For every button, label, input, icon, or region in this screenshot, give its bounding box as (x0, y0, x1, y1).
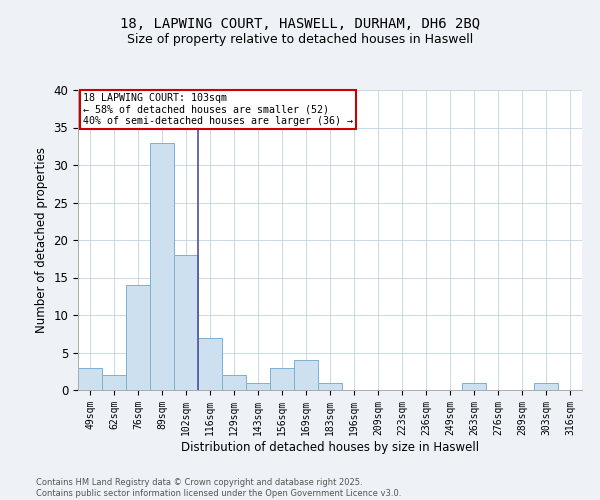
Bar (198, 338, 222, 390)
Bar (534, 382, 558, 390)
Bar (126, 285, 150, 390)
Bar (318, 382, 342, 390)
Bar (102, 375, 126, 390)
Text: Contains HM Land Registry data © Crown copyright and database right 2025.
Contai: Contains HM Land Registry data © Crown c… (36, 478, 401, 498)
Bar (78, 368, 102, 390)
X-axis label: Distribution of detached houses by size in Haswell: Distribution of detached houses by size … (181, 440, 479, 454)
Bar (222, 375, 246, 390)
Bar (294, 360, 318, 390)
Bar (246, 382, 270, 390)
Bar (150, 142, 174, 390)
Bar (174, 255, 198, 390)
Bar (270, 368, 294, 390)
Text: 18, LAPWING COURT, HASWELL, DURHAM, DH6 2BQ: 18, LAPWING COURT, HASWELL, DURHAM, DH6 … (120, 18, 480, 32)
Text: 18 LAPWING COURT: 103sqm
← 58% of detached houses are smaller (52)
40% of semi-d: 18 LAPWING COURT: 103sqm ← 58% of detach… (83, 93, 353, 126)
Bar (462, 382, 486, 390)
Text: Size of property relative to detached houses in Haswell: Size of property relative to detached ho… (127, 32, 473, 46)
Y-axis label: Number of detached properties: Number of detached properties (35, 147, 48, 333)
